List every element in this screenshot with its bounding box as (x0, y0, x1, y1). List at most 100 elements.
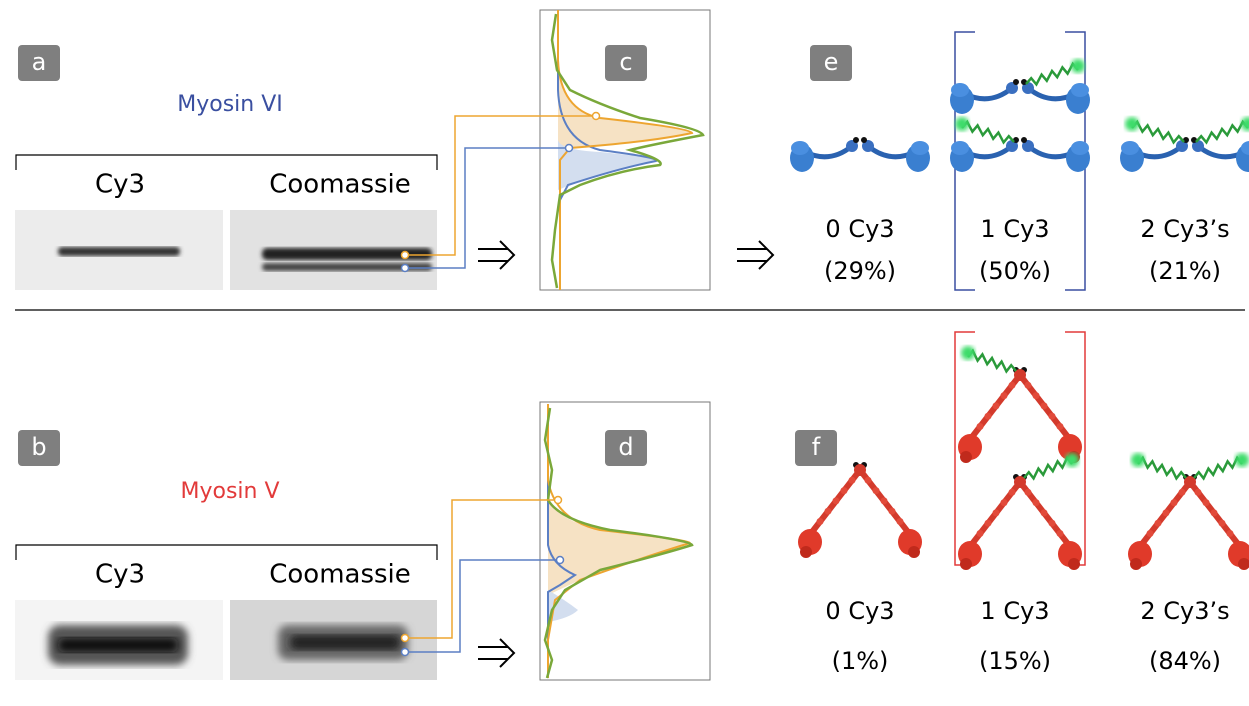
myosin-vi (950, 59, 1090, 114)
bead (1219, 520, 1226, 527)
dye-glow (955, 117, 969, 131)
panel-label: c (619, 48, 632, 76)
head-lobe (1130, 558, 1142, 570)
species-fraction: (21%) (1149, 257, 1221, 285)
implies-arrow (478, 241, 514, 269)
lane-label: Cy3 (95, 170, 145, 200)
head-lobe (960, 558, 972, 570)
dna (1024, 458, 1072, 479)
bead (977, 530, 984, 537)
head-top (911, 141, 929, 155)
dna (1132, 122, 1184, 143)
dna (962, 122, 1014, 143)
tag (1021, 137, 1027, 143)
bead (1041, 402, 1048, 409)
bead (897, 518, 904, 525)
bead (1147, 530, 1154, 537)
species-count: 2 Cy3’s (1140, 597, 1229, 625)
dye-glow (1071, 59, 1085, 73)
protein-title: Myosin V (180, 479, 279, 504)
bead (1057, 423, 1064, 430)
bead (985, 520, 992, 527)
bead (1227, 530, 1234, 537)
connector-dot (557, 557, 564, 564)
tag (861, 137, 867, 143)
lane-bracket (16, 155, 437, 170)
myosin-v (1128, 453, 1249, 570)
bead (825, 508, 832, 515)
species-count: 1 Cy3 (980, 597, 1049, 625)
band (290, 635, 400, 650)
bead (1025, 489, 1032, 496)
bead (1179, 489, 1186, 496)
bead (889, 508, 896, 515)
species-count: 0 Cy3 (825, 215, 894, 243)
panel-label: b (31, 433, 46, 461)
bead (1163, 509, 1170, 516)
bead (1057, 530, 1064, 537)
species-fraction: (50%) (979, 257, 1051, 285)
bead (841, 487, 848, 494)
arrow-line (737, 241, 773, 269)
head-lobe (1068, 558, 1080, 570)
bead (993, 402, 1000, 409)
connector-dot (402, 252, 409, 259)
species-fraction: (1%) (832, 647, 889, 675)
head-top (1121, 141, 1139, 155)
panel-label: d (618, 433, 633, 461)
bead (1033, 499, 1040, 506)
lever (965, 88, 1075, 99)
panel-label: a (32, 48, 47, 76)
band (58, 638, 178, 652)
implies-arrow (478, 639, 514, 667)
connector-dot (566, 145, 573, 152)
myosin-v (958, 453, 1082, 570)
head-lobe (960, 451, 972, 463)
bead (865, 477, 872, 484)
tag (1013, 79, 1019, 85)
lever (805, 146, 915, 157)
species-count: 0 Cy3 (825, 597, 894, 625)
myosin-vi (1120, 117, 1249, 172)
bead (1041, 509, 1048, 516)
lever (1135, 146, 1245, 157)
species-count: 2 Cy3’s (1140, 215, 1229, 243)
connector-dot (402, 635, 409, 642)
head-top (1071, 83, 1089, 97)
dye-glow (1065, 453, 1079, 467)
implies-arrow (737, 241, 773, 269)
tag (1013, 137, 1019, 143)
lane-label: Coomassie (269, 170, 411, 200)
connector-dot (593, 113, 600, 120)
dye-glow (1235, 453, 1249, 467)
species-fraction: (15%) (979, 647, 1051, 675)
band (58, 247, 180, 256)
myosin-vi (790, 137, 930, 172)
head-top (791, 141, 809, 155)
bead (873, 487, 880, 494)
species-count: 1 Cy3 (980, 215, 1049, 243)
dye-glow (1241, 117, 1249, 131)
bead (1171, 499, 1178, 506)
head-top (951, 83, 969, 97)
bead (833, 497, 840, 504)
myosin-v (798, 462, 922, 558)
arrow-line (478, 639, 514, 667)
bead (1195, 489, 1202, 496)
species-fraction: (84%) (1149, 647, 1221, 675)
bead (1155, 520, 1162, 527)
bead (977, 423, 984, 430)
tag (853, 137, 859, 143)
lane-label: Cy3 (95, 560, 145, 590)
myosin-v (958, 346, 1082, 463)
lane-bracket (16, 545, 437, 560)
bead (1025, 382, 1032, 389)
figure: aMyosin VICy3Coomassiece0 Cy3(29%)1 Cy3(… (0, 0, 1249, 706)
species-fraction: (29%) (824, 257, 896, 285)
tag (1183, 137, 1189, 143)
bead (1211, 509, 1218, 516)
bead (849, 477, 856, 484)
head-top (951, 141, 969, 155)
bead (985, 413, 992, 420)
dye-glow (961, 346, 975, 360)
